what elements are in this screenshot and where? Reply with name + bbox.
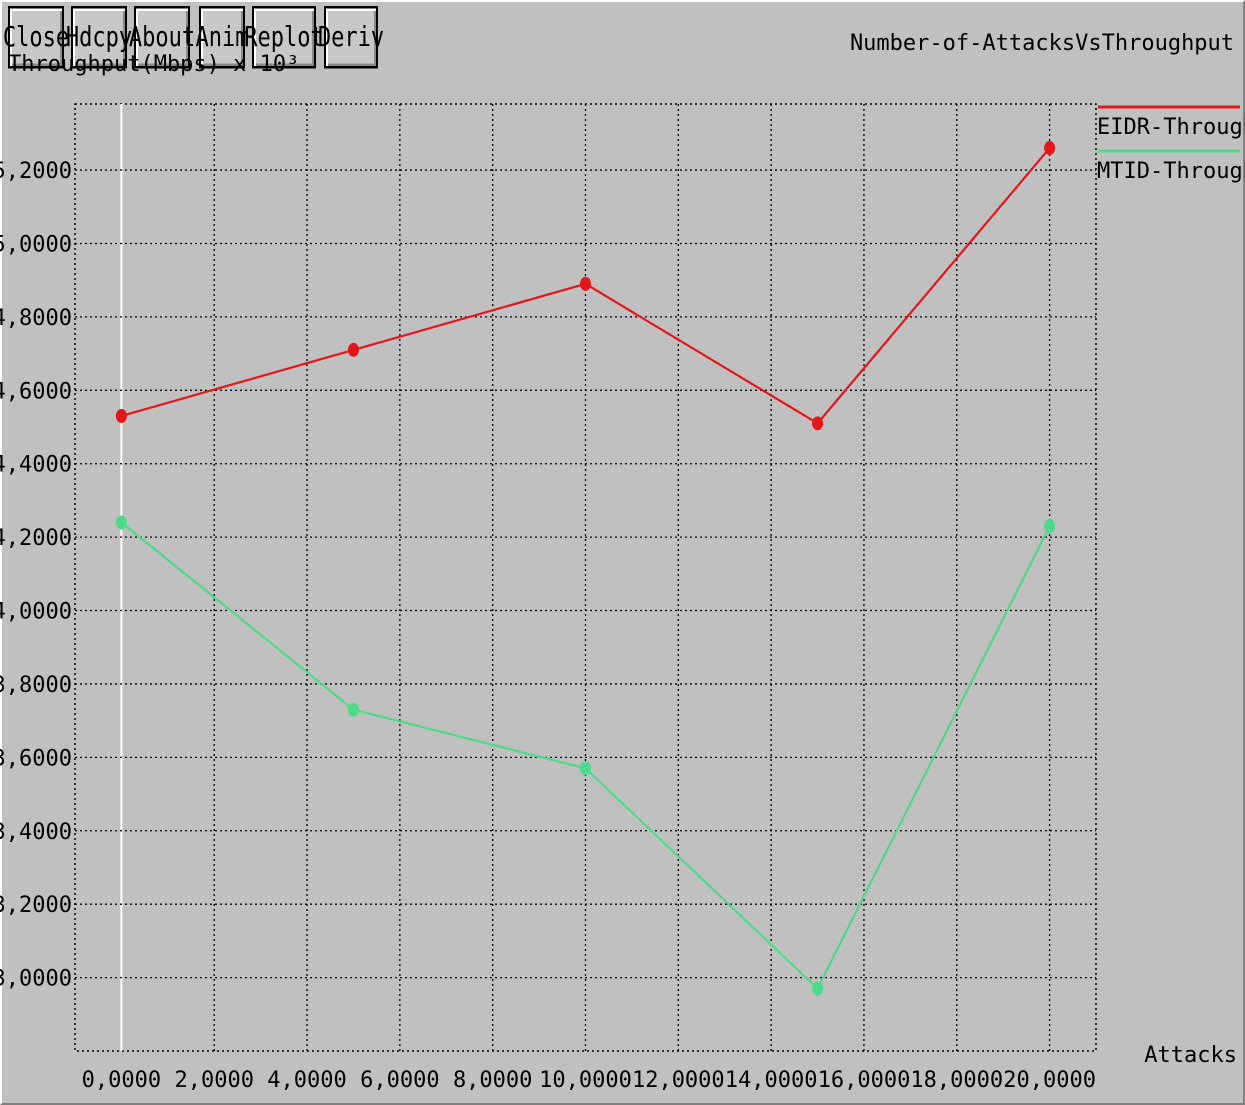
x-tick-label: 12,0000 [632,1068,725,1093]
close-button[interactable]: Close [3,6,69,69]
y-tick-label: 3,0000 [0,967,72,992]
data-point-eidr [347,342,359,357]
x-tick-label: 20,0000 [1003,1068,1096,1093]
x-tick-label: 18,0000 [910,1068,1003,1093]
y-tick-label: 4,8000 [0,306,72,331]
y-tick-label: 4,6000 [0,379,72,404]
x-tick-label: 10,0000 [539,1068,632,1093]
x-tick-label: 0,0000 [82,1068,161,1093]
legend-label-eidr: EIDR-Throughput [1097,115,1245,140]
x-tick-label: 4,0000 [267,1068,346,1093]
x-axis-label: Attacks [1144,1043,1237,1068]
series-group [115,141,1056,996]
y-tick-label: 4,4000 [0,453,72,478]
data-point-eidr [1044,141,1056,156]
data-point-eidr [812,416,824,431]
x-tick-label: 14,0000 [725,1068,818,1093]
hdcpy-button[interactable]: Hdcpy [66,6,132,69]
axes: 0,0000 2,0000 4,0000 6,0000 8,0000 10,0000 12,… [0,159,1096,1093]
y-tick-label: 3,8000 [0,673,72,698]
x-tick-label: 8,0000 [453,1068,532,1093]
data-point-mtid [115,515,127,530]
y-axis-label: Throughput(Mbps) x 10³ [8,52,299,77]
data-point-mtid [347,702,359,717]
data-point-mtid [580,761,591,776]
y-tick-label: 4,2000 [0,526,72,551]
x-tick-label: 2,0000 [174,1068,253,1093]
y-tick-label: 3,2000 [0,893,72,918]
about-button[interactable]: About [129,6,195,69]
grid [74,103,1097,1052]
anim-button[interactable]: Anim [196,6,249,69]
y-tick-label: 5,0000 [0,232,72,257]
chart-title: Number-of-AttacksVsThroughput [850,31,1234,56]
x-tick-label: 6,0000 [360,1068,439,1093]
x-tick-label: 16,0000 [818,1068,911,1093]
y-tick-label: 5,2000 [0,159,72,184]
deriv-button[interactable]: Deriv [318,6,384,69]
plot-frame [74,103,1097,1052]
legend: EIDR-Throughput MTID-Throughput [1097,105,1245,184]
legend-label-mtid: MTID-Throughput [1097,159,1245,184]
y-tick-label: 3,4000 [0,820,72,845]
y-tick-label: 3,6000 [0,746,72,771]
y-tick-label: 4,0000 [0,600,72,625]
replot-button[interactable]: Replot [244,6,324,69]
data-point-eidr [115,408,127,423]
data-point-mtid [1044,519,1056,534]
data-point-eidr [580,276,591,291]
data-point-mtid [812,981,824,996]
